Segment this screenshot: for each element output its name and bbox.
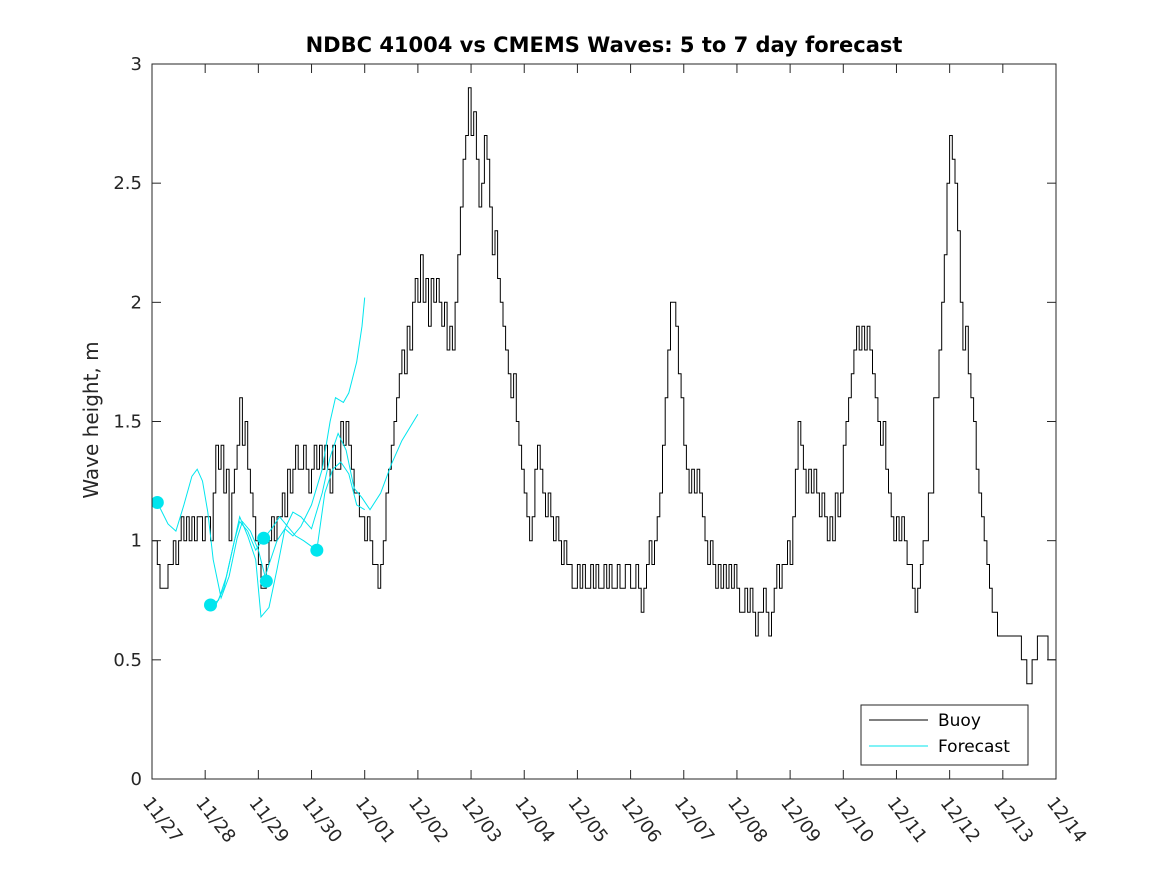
- forecast-start-marker: [257, 531, 271, 545]
- x-tick-label: 11/27: [138, 793, 186, 847]
- x-tick-label: 12/11: [883, 793, 931, 847]
- x-tick-label: 12/09: [776, 793, 824, 847]
- y-tick-label: 1.5: [113, 412, 142, 433]
- legend: Buoy Forecast: [860, 704, 1029, 766]
- y-tick-label: 2: [131, 292, 142, 313]
- x-tick-label: 12/02: [404, 793, 452, 847]
- x-tick-label: 12/14: [1042, 793, 1090, 847]
- x-tick-label: 12/10: [829, 793, 877, 847]
- y-tick-label: 0.5: [113, 650, 142, 671]
- x-tick-label: 12/12: [936, 793, 984, 847]
- buoy-line: [152, 87, 1056, 685]
- x-tick-label: 12/06: [617, 793, 665, 847]
- forecast-start-marker: [203, 598, 217, 612]
- y-axis-label: Wave height, m: [79, 341, 103, 498]
- y-tick-label: 1: [131, 531, 142, 552]
- forecast-line-5: [316, 461, 365, 551]
- x-tick-label: 11/28: [191, 793, 239, 847]
- y-tick-label: 3: [131, 54, 142, 75]
- x-tick-label: 11/29: [244, 793, 292, 847]
- forecast-line-3: [215, 414, 419, 619]
- x-tick-label: 12/13: [989, 793, 1037, 847]
- x-tick-label: 12/08: [723, 793, 771, 847]
- chart-title: NDBC 41004 vs CMEMS Waves: 5 to 7 day fo…: [306, 33, 903, 57]
- forecast-start-marker: [310, 543, 324, 557]
- y-tick-label: 0: [131, 769, 142, 790]
- axes-box: [151, 63, 1057, 780]
- y-tick-label: 2.5: [113, 173, 142, 194]
- series-group: [152, 87, 1056, 685]
- forecast-start-marker: [152, 496, 164, 510]
- forecast-start-marker: [259, 574, 273, 588]
- forecast-line-1: [156, 468, 267, 600]
- x-tick-label: 12/07: [670, 793, 718, 847]
- forecast-line-4: [263, 297, 366, 582]
- legend-label-buoy: Buoy: [938, 711, 981, 731]
- legend-box: [860, 704, 1029, 766]
- x-tick-label: 11/30: [298, 793, 346, 847]
- x-tick-label: 12/03: [457, 793, 505, 847]
- x-tick-label: 12/04: [510, 793, 558, 847]
- legend-label-forecast: Forecast: [938, 737, 1010, 757]
- x-tick-label: 12/05: [563, 793, 611, 847]
- forecast-line-2: [210, 515, 318, 606]
- plot-area: [152, 87, 1056, 685]
- x-tick-label: 12/01: [351, 793, 399, 847]
